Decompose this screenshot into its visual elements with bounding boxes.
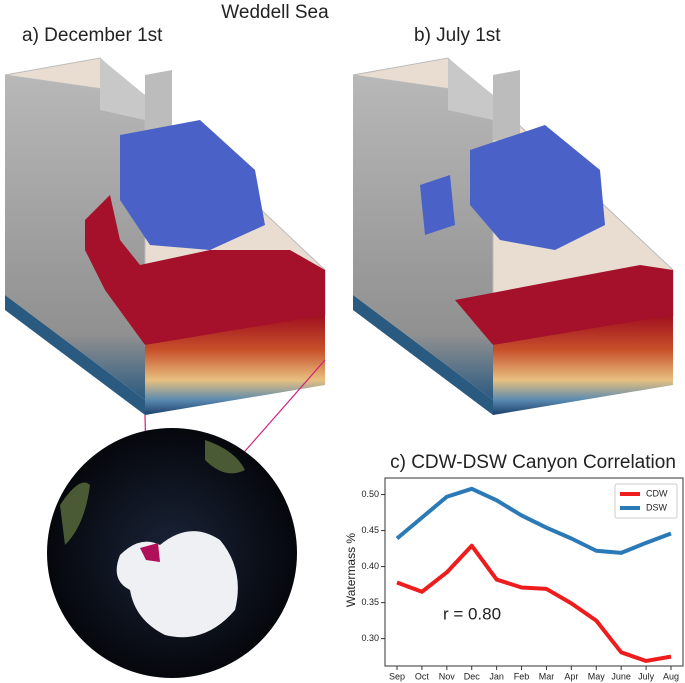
y-tick-label: 0.30	[361, 633, 379, 643]
shelf-wall	[145, 70, 172, 145]
x-tick-label: July	[638, 671, 655, 681]
panel-label: b) July 1st	[414, 25, 501, 46]
legend-label: CDW	[646, 488, 668, 498]
x-tick-label: June	[611, 671, 631, 681]
block-side	[353, 75, 493, 400]
x-tick-label: Jan	[489, 671, 504, 681]
block-a	[4, 57, 326, 415]
cdw-region	[85, 195, 325, 345]
dsw-region	[420, 175, 455, 235]
dsw-region	[120, 120, 265, 250]
figure-title: Weddell Sea	[221, 2, 329, 23]
data-line	[395, 486, 672, 555]
block-front	[493, 315, 673, 415]
x-tick-label: Aug	[663, 671, 679, 681]
y-tick-label: 0.50	[361, 489, 379, 499]
weddell-marker	[140, 543, 160, 562]
x-tick-label: May	[588, 671, 606, 681]
annotation: r = 0.80	[443, 604, 501, 623]
x-tick-label: Feb	[514, 671, 530, 681]
y-tick-label: 0.45	[361, 525, 379, 535]
block-side	[5, 75, 145, 400]
block-base	[5, 295, 145, 415]
continent	[60, 440, 245, 545]
block-front	[145, 315, 325, 415]
x-tick-label: Oct	[415, 671, 430, 681]
block-b	[352, 57, 674, 415]
dsw-region	[470, 125, 605, 250]
x-tick-label: Nov	[439, 671, 456, 681]
y-tick-label: 0.35	[361, 597, 379, 607]
x-tick-label: Mar	[539, 671, 555, 681]
shelf-wall	[493, 70, 520, 145]
plot-frame	[384, 477, 684, 667]
globe	[47, 359, 326, 678]
shelf-wall	[100, 58, 145, 120]
chart-title: c) CDW-DSW Canyon Correlation	[390, 452, 676, 473]
shelf-wall	[448, 58, 493, 120]
legend-label: DSW	[646, 502, 668, 512]
data-line	[396, 543, 672, 663]
y-axis-label: Watermass %	[344, 533, 358, 608]
y-tick-label: 0.40	[361, 561, 379, 571]
x-tick-label: Dec	[464, 671, 481, 681]
panel-label: a) December 1st	[22, 25, 163, 46]
x-tick-label: Apr	[564, 671, 578, 681]
block-base	[353, 295, 493, 415]
x-tick-label: Sep	[389, 671, 405, 681]
